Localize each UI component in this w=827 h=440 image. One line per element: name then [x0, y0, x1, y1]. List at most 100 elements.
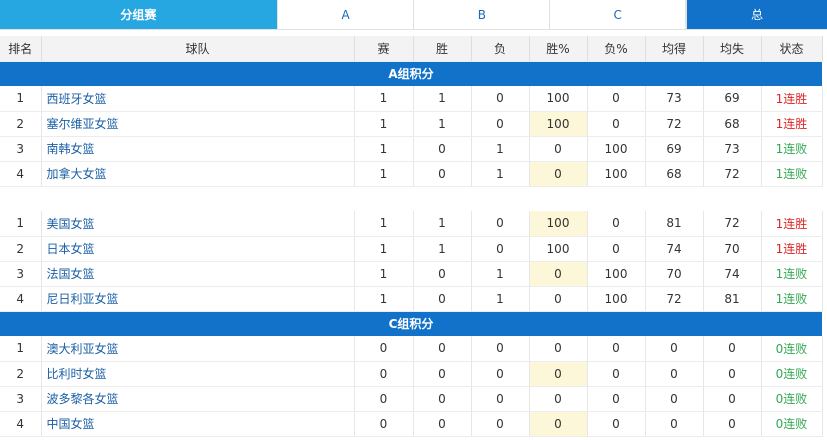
loss-pct-cell: 0	[587, 236, 646, 262]
losses-cell: 0	[471, 211, 530, 237]
streak-cell: 1连胜	[761, 111, 823, 137]
avg-against-cell: 72	[703, 211, 762, 237]
avg-against-cell: 70	[703, 236, 762, 262]
team-link[interactable]: 塞尔维亚女篮	[41, 111, 355, 137]
tab-group-a[interactable]: A	[277, 0, 415, 29]
losses-cell: 1	[471, 161, 530, 187]
team-link[interactable]: 美国女篮	[41, 211, 355, 237]
rank-cell: 4	[0, 286, 42, 312]
games-cell: 0	[354, 361, 414, 387]
header-row: 排名 球队 赛 胜 负 胜% 负% 均得 均失 状态	[0, 36, 823, 62]
table-row: 1 澳大利亚女篮 0 0 0 0 0 0 0 0连败	[0, 336, 823, 362]
standings-body: A组积分 1 西班牙女篮 1 1 0 100 0 73 69 1连胜 2 塞尔维亚女篮 1 1 0 100 0 72…	[0, 61, 823, 437]
avg-for-cell: 70	[645, 261, 704, 287]
games-cell: 1	[354, 261, 414, 287]
group-tabs: 分组赛 A B C 总	[0, 0, 827, 30]
col-rank-header: 排名	[0, 36, 42, 62]
rank-cell: 1	[0, 211, 42, 237]
loss-pct-cell: 0	[587, 386, 646, 412]
loss-pct-cell: 100	[587, 286, 646, 312]
table-row: 4 尼日利亚女篮 1 0 1 0 100 72 81 1连败	[0, 286, 823, 312]
avg-against-cell: 73	[703, 136, 762, 162]
wins-cell: 0	[413, 136, 472, 162]
col-loss-pct-header: 负%	[587, 36, 646, 62]
team-link[interactable]: 加拿大女篮	[41, 161, 355, 187]
avg-for-cell: 0	[645, 336, 704, 362]
tab-spacer	[686, 0, 688, 29]
avg-against-cell: 68	[703, 111, 762, 137]
col-avg-against-header: 均失	[703, 36, 762, 62]
avg-against-cell: 74	[703, 261, 762, 287]
win-pct-cell: 100	[529, 86, 588, 112]
group-title: B组积分	[388, 192, 434, 207]
losses-cell: 1	[471, 286, 530, 312]
wins-cell: 0	[413, 286, 472, 312]
rank-cell: 3	[0, 136, 42, 162]
rank-cell: 2	[0, 361, 42, 387]
win-pct-cell: 0	[529, 136, 588, 162]
col-losses-header: 负	[471, 36, 530, 62]
losses-cell: 0	[471, 236, 530, 262]
table-row: 1 西班牙女篮 1 1 0 100 0 73 69 1连胜	[0, 86, 823, 112]
tab-group-b[interactable]: B	[414, 0, 551, 29]
wins-cell: 0	[413, 161, 472, 187]
team-link[interactable]: 西班牙女篮	[41, 86, 355, 112]
losses-cell: 0	[471, 111, 530, 137]
streak-cell: 0连败	[761, 336, 823, 362]
streak-cell: 1连胜	[761, 236, 823, 262]
losses-cell: 1	[471, 261, 530, 287]
team-link[interactable]: 中国女篮	[41, 411, 355, 437]
win-pct-cell: 0	[529, 411, 588, 437]
win-pct-cell: 0	[529, 386, 588, 412]
win-pct-cell: 100	[529, 111, 588, 137]
games-cell: 0	[354, 336, 414, 362]
table-row: 2 日本女篮 1 1 0 100 0 74 70 1连胜	[0, 236, 823, 262]
rank-cell: 4	[0, 161, 42, 187]
avg-against-cell: 0	[703, 411, 762, 437]
loss-pct-cell: 100	[587, 161, 646, 187]
team-link[interactable]: 法国女篮	[41, 261, 355, 287]
table-row: 3 法国女篮 1 0 1 0 100 70 74 1连败	[0, 261, 823, 287]
team-link[interactable]: 南韩女篮	[41, 136, 355, 162]
games-cell: 0	[354, 386, 414, 412]
loss-pct-cell: 0	[587, 86, 646, 112]
team-link[interactable]: 日本女篮	[41, 236, 355, 262]
avg-for-cell: 72	[645, 286, 704, 312]
avg-for-cell: 72	[645, 111, 704, 137]
avg-against-cell: 72	[703, 161, 762, 187]
games-cell: 1	[354, 286, 414, 312]
group-header-row: B组积分	[0, 186, 822, 211]
avg-against-cell: 69	[703, 86, 762, 112]
avg-for-cell: 74	[645, 236, 704, 262]
loss-pct-cell: 0	[587, 336, 646, 362]
avg-for-cell: 81	[645, 211, 704, 237]
streak-cell: 1连胜	[761, 211, 823, 237]
team-link[interactable]: 波多黎各女篮	[41, 386, 355, 412]
games-cell: 0	[354, 411, 414, 437]
table-row: 1 美国女篮 1 1 0 100 0 81 72 1连胜	[0, 211, 823, 237]
win-pct-cell: 0	[529, 336, 588, 362]
team-link[interactable]: 澳大利亚女篮	[41, 336, 355, 362]
avg-for-cell: 0	[645, 361, 704, 387]
streak-cell: 1连败	[761, 261, 823, 287]
losses-cell: 0	[471, 336, 530, 362]
games-cell: 1	[354, 236, 414, 262]
streak-cell: 1连败	[761, 136, 823, 162]
team-link[interactable]: 比利时女篮	[41, 361, 355, 387]
avg-against-cell: 81	[703, 286, 762, 312]
rank-cell: 2	[0, 111, 42, 137]
tab-overall[interactable]: 总	[687, 0, 827, 29]
team-link[interactable]: 尼日利亚女篮	[41, 286, 355, 312]
group-title: C组积分	[0, 311, 822, 336]
wins-cell: 1	[413, 236, 472, 262]
col-avg-for-header: 均得	[645, 36, 704, 62]
win-pct-cell: 0	[529, 361, 588, 387]
tab-group-c[interactable]: C	[550, 0, 687, 29]
rank-cell: 1	[0, 336, 42, 362]
streak-cell: 1连胜	[761, 86, 823, 112]
losses-cell: 0	[471, 411, 530, 437]
streak-cell: 1连败	[761, 286, 823, 312]
tab-group-stage[interactable]: 分组赛	[0, 0, 278, 29]
win-pct-cell: 100	[529, 211, 588, 237]
wins-cell: 0	[413, 411, 472, 437]
